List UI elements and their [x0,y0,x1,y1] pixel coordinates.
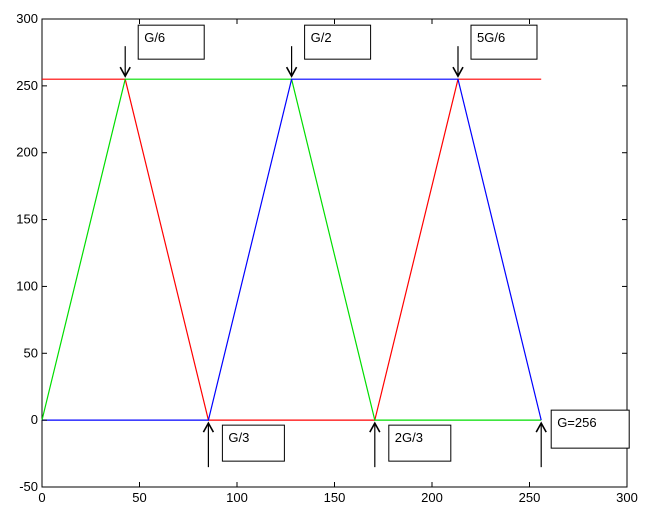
y-tick-label: 100 [16,278,38,293]
x-tick-label: 100 [226,490,248,505]
y-tick-label: -50 [19,479,38,494]
annotation-arrow-head [202,421,215,433]
annotation-arrow-head [285,66,298,78]
annotation-box [221,424,285,462]
annotation-box [137,24,205,60]
y-tick-label: 250 [16,78,38,93]
series-line-3 [42,78,542,421]
annotation-label: G/3 [228,430,249,445]
annotation-box [388,424,452,462]
y-tick-label: 150 [16,212,38,227]
annotation-label: G/2 [311,30,332,45]
x-tick-label: 250 [519,490,541,505]
annotation-arrow-head [369,421,381,433]
annotation-layer: G/6 G/2 5G/6 G/3 2G/3 G=256 [119,24,630,468]
y-tick-label: 300 [16,11,38,26]
x-tick-label: 200 [421,490,443,505]
y-tick-label: 50 [24,345,38,360]
x-tick-label: 300 [616,490,638,505]
x-tick-label: 50 [132,490,146,505]
x-tick-label: 0 [38,490,45,505]
annotation-label: G/6 [144,30,165,45]
annotation-label: 5G/6 [477,30,505,45]
x-tick-label: 150 [324,490,346,505]
annotation-arrow-head [535,421,547,433]
annotation-label: G=256 [557,415,596,430]
y-tick-label: 0 [31,412,38,427]
annotation-arrow-head [119,66,131,78]
annotation-box [550,409,630,449]
annotation-label: 2G/3 [395,430,423,445]
annotation-arrow-head [452,66,464,78]
annotation-box [304,24,372,60]
series-line-1 [42,78,542,421]
series-layer [41,78,542,421]
annotation-box [470,24,538,60]
y-tick-label: 200 [16,145,38,160]
